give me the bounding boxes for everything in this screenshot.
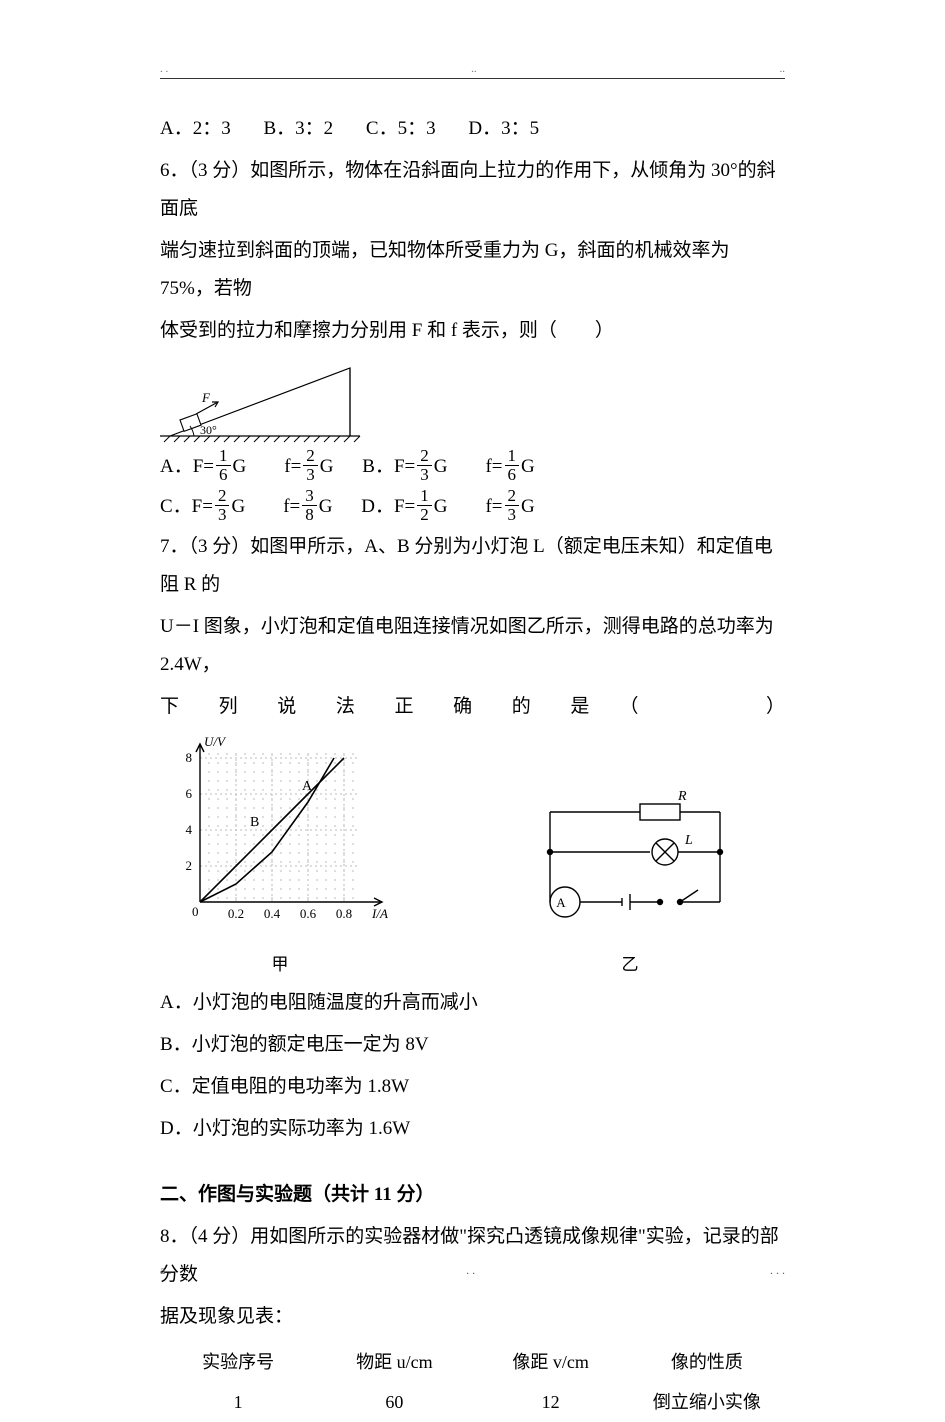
q6-opt-b: B．F=23G f=16G — [362, 448, 534, 486]
table-header-row: 实验序号 物距 u/cm 像距 v/cm 像的性质 — [160, 1342, 785, 1382]
q7-line2: U－I 图象，小灯泡和定值电阻连接情况如图乙所示，测得电路的总功率为 2.4W， — [160, 608, 785, 684]
svg-text:8: 8 — [186, 750, 193, 765]
q5-opt-a: A．2：3 — [160, 118, 231, 139]
table-header: 像的性质 — [629, 1342, 785, 1382]
page: . . .. .. A．2：3 B．3：2 C．5：3 D．3：5 6．（3 分… — [0, 0, 945, 1337]
q7-chart: 0 0.2 0.4 0.6 0.8 2 4 6 8 I/A U/V A B 甲 — [160, 732, 400, 982]
q7-line3: 下 列 说 法 正 确 的 是 （ ） — [160, 688, 785, 726]
q7-opt-a: A．小灯泡的电阻随温度的升高而减小 — [160, 984, 785, 1022]
svg-text:0: 0 — [192, 904, 199, 919]
q7-line1: 7．（3 分）如图甲所示，A、B 分别为小灯泡 L（额定电压未知）和定值电阻 R… — [160, 528, 785, 604]
q8-line2: 据及现象见表： — [160, 1298, 785, 1336]
incline-diagram: F 30° — [160, 358, 785, 444]
table-row: 1 60 12 倒立缩小实像 — [160, 1382, 785, 1422]
table-cell: 12 — [473, 1382, 629, 1422]
ammeter-label: A — [556, 895, 566, 910]
q6-opt-a: A．F=16G f=23G — [160, 448, 334, 486]
q7-chart-xlabel: I/A — [371, 906, 388, 921]
q5-opt-c: C．5：3 — [366, 118, 436, 139]
svg-text:0.6: 0.6 — [300, 906, 317, 921]
footer-left: a . — [160, 1258, 171, 1282]
q7-circuit: A R L 乙 — [520, 782, 740, 982]
svg-text:0.4: 0.4 — [264, 906, 281, 921]
q6-opt-d: D．F=12G f=23G — [361, 488, 535, 526]
q6-options-row2: C．F=23G f=38G D．F=12G f=23G — [160, 488, 785, 526]
svg-text:4: 4 — [186, 822, 193, 837]
table-cell: 1 — [160, 1382, 316, 1422]
q7-figures: 0 0.2 0.4 0.6 0.8 2 4 6 8 I/A U/V A B 甲 — [160, 732, 785, 982]
header-marks: . . .. .. — [160, 58, 785, 80]
footer-marks: a . . . . . . — [160, 1258, 785, 1282]
q5-opt-b: B．3：2 — [263, 118, 333, 139]
header-rule — [160, 78, 785, 79]
footer-mid: . . — [466, 1258, 475, 1282]
svg-text:6: 6 — [186, 786, 193, 801]
table-header: 物距 u/cm — [316, 1342, 472, 1382]
section2-title: 二、作图与实验题（共计 11 分） — [160, 1176, 785, 1214]
q8-line1: 8．（4 分）用如图所示的实验器材做"探究凸透镜成像规律"实验，记录的部分数 — [160, 1218, 785, 1294]
header-mark-mid: .. — [471, 58, 477, 80]
table-cell: 60 — [316, 1382, 472, 1422]
q7-chart-svg: 0 0.2 0.4 0.6 0.8 2 4 6 8 I/A U/V A B — [160, 732, 392, 932]
bulb-label: L — [684, 833, 693, 848]
content-area: A．2：3 B．3：2 C．5：3 D．3：5 6．（3 分）如图所示，物体在沿… — [160, 110, 785, 1422]
q6-options-row1: A．F=16G f=23G B．F=23G f=16G — [160, 448, 785, 486]
q8-table: 实验序号 物距 u/cm 像距 v/cm 像的性质 1 60 12 倒立缩小实像 — [160, 1342, 785, 1422]
q6-line1: 6．（3 分）如图所示，物体在沿斜面向上拉力的作用下，从倾角为 30°的斜面底 — [160, 152, 785, 228]
svg-text:2: 2 — [186, 858, 193, 873]
q7-opt-d: D．小灯泡的实际功率为 1.6W — [160, 1110, 785, 1148]
q6-line3: 体受到的拉力和摩擦力分别用 F 和 f 表示，则（ ） — [160, 312, 785, 350]
q7-opt-c: C．定值电阻的电功率为 1.8W — [160, 1068, 785, 1106]
q7-chart-ylabel: U/V — [204, 734, 227, 749]
resistor-label: R — [677, 789, 687, 804]
table-header: 实验序号 — [160, 1342, 316, 1382]
incline-angle-label: 30° — [200, 423, 217, 437]
q6-opt-c: C．F=23G f=38G — [160, 488, 332, 526]
q7-chart-label-a: A — [302, 779, 313, 794]
footer-right: . . . — [770, 1258, 785, 1282]
svg-text:0.8: 0.8 — [336, 906, 352, 921]
incline-force-label: F — [201, 390, 211, 405]
q5-options: A．2：3 B．3：2 C．5：3 D．3：5 — [160, 110, 785, 148]
table-header: 像距 v/cm — [473, 1342, 629, 1382]
q5-opt-d: D．3：5 — [468, 118, 539, 139]
svg-text:0.2: 0.2 — [228, 906, 244, 921]
header-mark-left: . . — [160, 58, 168, 80]
q7-circuit-svg: A R L — [520, 782, 750, 932]
table-cell: 倒立缩小实像 — [629, 1382, 785, 1422]
incline-svg: F 30° — [160, 358, 370, 444]
q7-chart-label-b: B — [250, 815, 259, 830]
q7-opt-b: B．小灯泡的额定电压一定为 8V — [160, 1026, 785, 1064]
header-mark-right: .. — [780, 58, 786, 80]
q6-line2: 端匀速拉到斜面的顶端，已知物体所受重力为 G，斜面的机械效率为 75%，若物 — [160, 232, 785, 308]
q7-chart-caption: 甲 — [160, 948, 400, 982]
q7-circuit-caption: 乙 — [520, 948, 740, 982]
